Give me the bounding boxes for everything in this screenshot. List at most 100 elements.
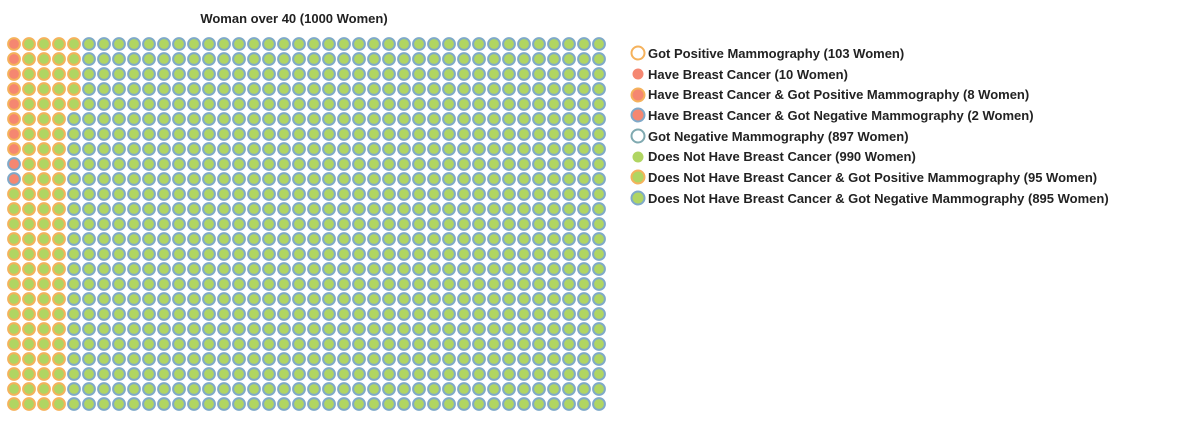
- waffle-dot-no-cancer-negative: [262, 202, 276, 216]
- legend-swatch: [630, 87, 646, 103]
- waffle-dot-no-cancer-negative: [172, 367, 186, 381]
- waffle-dot-no-cancer-negative: [202, 187, 216, 201]
- waffle-dot-no-cancer-negative: [562, 37, 576, 51]
- waffle-dot-no-cancer-negative: [247, 337, 261, 351]
- waffle-dot-no-cancer-negative: [367, 307, 381, 321]
- waffle-dot-no-cancer-negative: [367, 82, 381, 96]
- waffle-dot-no-cancer-negative: [307, 382, 321, 396]
- waffle-dot-no-cancer-negative: [532, 82, 546, 96]
- waffle-dot-no-cancer-positive: [52, 52, 66, 66]
- waffle-dot-no-cancer-negative: [247, 382, 261, 396]
- waffle-dot-no-cancer-negative: [472, 352, 486, 366]
- waffle-dot-cancer-negative: [7, 172, 21, 186]
- waffle-dot-no-cancer-negative: [172, 247, 186, 261]
- waffle-dot-no-cancer-negative: [442, 82, 456, 96]
- waffle-dot-no-cancer-negative: [382, 397, 396, 411]
- waffle-dot-no-cancer-positive: [7, 187, 21, 201]
- waffle-dot-no-cancer-negative: [172, 217, 186, 231]
- waffle-dot-no-cancer-negative: [97, 172, 111, 186]
- waffle-dot-no-cancer-negative: [247, 37, 261, 51]
- legend-label: Does Not Have Breast Cancer (990 Women): [648, 149, 916, 165]
- waffle-dot-no-cancer-negative: [262, 157, 276, 171]
- waffle-dot-no-cancer-negative: [547, 262, 561, 276]
- waffle-dot-no-cancer-positive: [52, 157, 66, 171]
- waffle-dot-no-cancer-negative: [202, 202, 216, 216]
- waffle-dot-no-cancer-negative: [157, 307, 171, 321]
- waffle-dot-no-cancer-negative: [412, 82, 426, 96]
- waffle-dot-no-cancer-negative: [592, 232, 606, 246]
- waffle-dot-no-cancer-negative: [307, 202, 321, 216]
- waffle-dot-no-cancer-negative: [262, 82, 276, 96]
- waffle-dot-no-cancer-negative: [97, 337, 111, 351]
- waffle-dot-no-cancer-negative: [322, 202, 336, 216]
- waffle-dot-no-cancer-negative: [457, 367, 471, 381]
- waffle-dot-no-cancer-negative: [307, 337, 321, 351]
- waffle-dot-no-cancer-negative: [442, 322, 456, 336]
- waffle-dot-no-cancer-negative: [382, 172, 396, 186]
- waffle-dot-no-cancer-negative: [352, 97, 366, 111]
- waffle-dot-no-cancer-negative: [247, 307, 261, 321]
- waffle-dot-no-cancer-negative: [487, 67, 501, 81]
- waffle-dot-no-cancer-negative: [367, 277, 381, 291]
- waffle-dot-no-cancer-negative: [82, 82, 96, 96]
- waffle-dot-no-cancer-positive: [22, 367, 36, 381]
- waffle-dot-no-cancer-negative: [412, 142, 426, 156]
- waffle-dot-no-cancer-negative: [172, 322, 186, 336]
- waffle-dot-no-cancer-negative: [232, 202, 246, 216]
- waffle-dot-no-cancer-negative: [337, 157, 351, 171]
- waffle-dot-no-cancer-negative: [412, 187, 426, 201]
- waffle-dot-no-cancer-negative: [292, 82, 306, 96]
- waffle-dot-no-cancer-negative: [277, 82, 291, 96]
- legend-label: Does Not Have Breast Cancer & Got Negati…: [648, 190, 1109, 206]
- waffle-dot-no-cancer-negative: [202, 232, 216, 246]
- waffle-dot-no-cancer-negative: [202, 67, 216, 81]
- waffle-dot-no-cancer-negative: [172, 82, 186, 96]
- waffle-dot-no-cancer-negative: [397, 292, 411, 306]
- waffle-dot-no-cancer-positive: [7, 322, 21, 336]
- waffle-dot-no-cancer-negative: [547, 37, 561, 51]
- waffle-dot-no-cancer-negative: [442, 127, 456, 141]
- waffle-dot-no-cancer-negative: [82, 127, 96, 141]
- waffle-dot-no-cancer-negative: [322, 292, 336, 306]
- waffle-dot-no-cancer-negative: [517, 367, 531, 381]
- waffle-dot-no-cancer-positive: [52, 142, 66, 156]
- waffle-dot-no-cancer-negative: [547, 127, 561, 141]
- waffle-dot-no-cancer-negative: [457, 172, 471, 186]
- waffle-dot-no-cancer-negative: [142, 262, 156, 276]
- waffle-dot-no-cancer-negative: [112, 262, 126, 276]
- waffle-dot-no-cancer-negative: [487, 127, 501, 141]
- waffle-dot-no-cancer-negative: [277, 127, 291, 141]
- waffle-dot-no-cancer-negative: [547, 352, 561, 366]
- waffle-dot-no-cancer-negative: [307, 397, 321, 411]
- waffle-dot-no-cancer-negative: [352, 367, 366, 381]
- waffle-dot-no-cancer-negative: [112, 232, 126, 246]
- waffle-dot-no-cancer-positive: [22, 352, 36, 366]
- waffle-dot-no-cancer-negative: [517, 382, 531, 396]
- waffle-dot-no-cancer-negative: [127, 382, 141, 396]
- waffle-dot-no-cancer-negative: [82, 172, 96, 186]
- waffle-dot-no-cancer-negative: [487, 187, 501, 201]
- waffle-dot-no-cancer-negative: [337, 277, 351, 291]
- waffle-dot-no-cancer-negative: [142, 232, 156, 246]
- waffle-dot-no-cancer-negative: [127, 337, 141, 351]
- waffle-dot-no-cancer-negative: [82, 52, 96, 66]
- waffle-dot-no-cancer-negative: [202, 277, 216, 291]
- waffle-dot-no-cancer-positive: [7, 217, 21, 231]
- waffle-dot-no-cancer-negative: [112, 337, 126, 351]
- waffle-dot-no-cancer-negative: [412, 247, 426, 261]
- waffle-dot-no-cancer-negative: [457, 127, 471, 141]
- waffle-dot-no-cancer-negative: [247, 217, 261, 231]
- waffle-dot-no-cancer-negative: [142, 142, 156, 156]
- waffle-dot-no-cancer-negative: [472, 217, 486, 231]
- waffle-dot-no-cancer-negative: [292, 262, 306, 276]
- waffle-dot-no-cancer-negative: [277, 322, 291, 336]
- waffle-dot-no-cancer-negative: [352, 292, 366, 306]
- waffle-dot-no-cancer-negative: [577, 397, 591, 411]
- waffle-dot-no-cancer-negative: [82, 37, 96, 51]
- waffle-dot-no-cancer-negative: [352, 142, 366, 156]
- waffle-dot-no-cancer-negative: [217, 37, 231, 51]
- waffle-dot-no-cancer-negative: [382, 247, 396, 261]
- waffle-dot-no-cancer-negative: [397, 397, 411, 411]
- waffle-dot-no-cancer-negative: [382, 187, 396, 201]
- waffle-dot-no-cancer-negative: [97, 67, 111, 81]
